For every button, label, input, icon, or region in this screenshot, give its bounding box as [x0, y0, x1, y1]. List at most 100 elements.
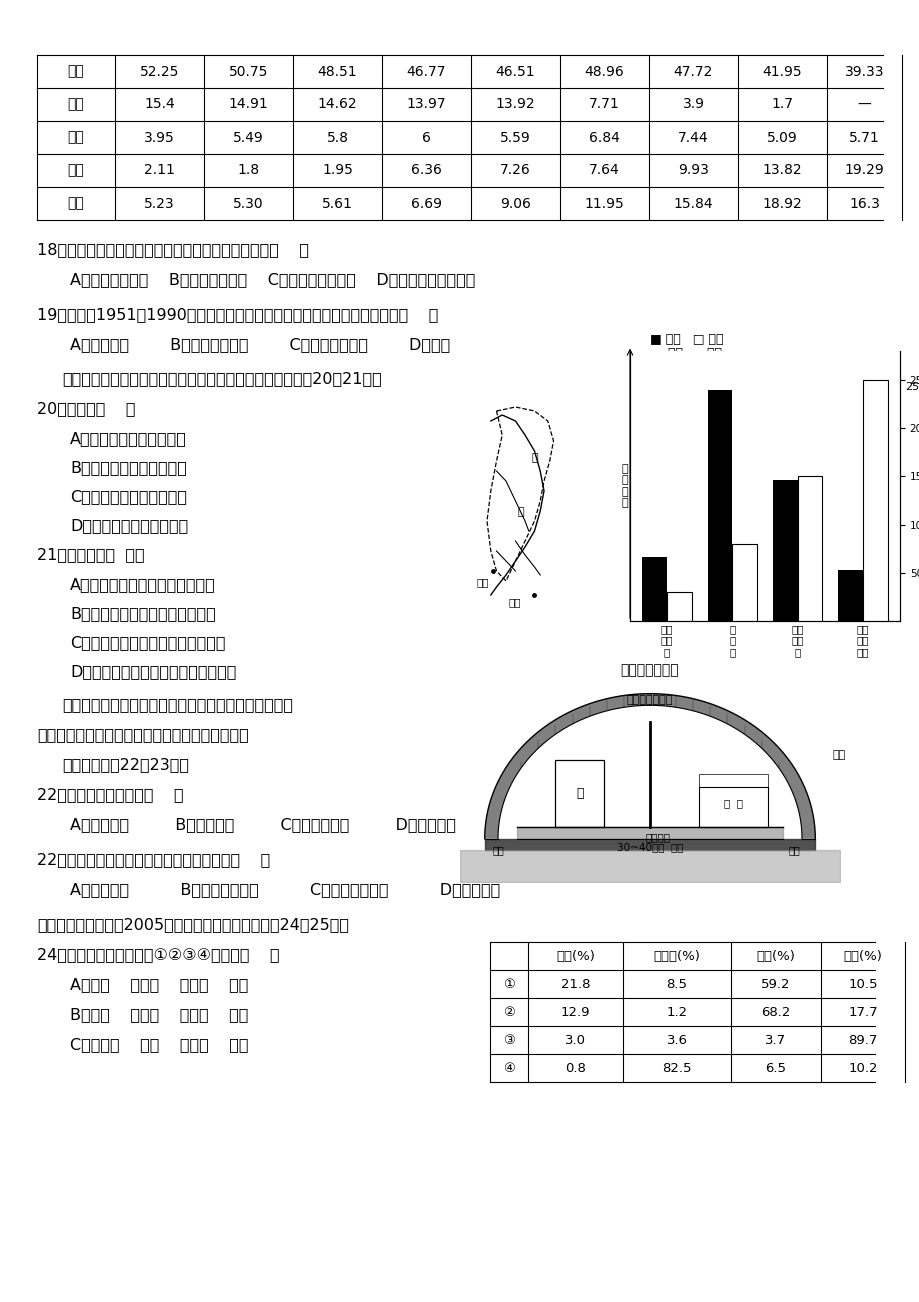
Text: ①: ①: [503, 978, 515, 991]
Text: 6: 6: [422, 130, 430, 145]
Text: 18.92: 18.92: [762, 197, 801, 211]
Bar: [862, 380, 887, 621]
Text: 82.5: 82.5: [662, 1061, 691, 1074]
Text: 13.92: 13.92: [495, 98, 535, 112]
Text: 10.5: 10.5: [847, 978, 877, 991]
Text: 48.96: 48.96: [584, 65, 624, 78]
Text: C．柬埔寨    日本    阿联酋    蒙古: C．柬埔寨 日本 阿联酋 蒙古: [70, 1036, 248, 1052]
Text: D．侵蚀严重促使该区域调整农业结构: D．侵蚀严重促使该区域调整农业结构: [70, 664, 236, 680]
Text: 6.36: 6.36: [411, 164, 441, 177]
Text: 5.59: 5.59: [500, 130, 530, 145]
Text: 5.49: 5.49: [233, 130, 264, 145]
Text: 中国某地居民就地取材，用竹木扎制屋架，茅草覆顶，: 中国某地居民就地取材，用竹木扎制屋架，茅草覆顶，: [62, 697, 292, 712]
Text: 其他(%): 其他(%): [843, 949, 881, 962]
Text: 68.2: 68.2: [761, 1005, 789, 1018]
Text: 6.5: 6.5: [765, 1061, 786, 1074]
Polygon shape: [484, 694, 814, 838]
Text: 46.77: 46.77: [406, 65, 446, 78]
Text: 7.26: 7.26: [500, 164, 530, 177]
Text: —: —: [857, 98, 870, 112]
Text: 22．该传统民居能够反映当地的环境特点是（    ）: 22．该传统民居能够反映当地的环境特点是（ ）: [37, 852, 270, 867]
Text: 5.09: 5.09: [766, 130, 797, 145]
Bar: [797, 477, 822, 621]
Text: ④: ④: [503, 1061, 515, 1074]
Text: 半圆形茅草屋顶: 半圆形茅草屋顶: [626, 695, 673, 706]
Text: 5.23: 5.23: [144, 197, 175, 211]
Text: 门: 门: [575, 788, 583, 801]
Text: 12.9: 12.9: [561, 1005, 590, 1018]
Text: 3.6: 3.6: [665, 1034, 686, 1047]
Text: A．人口密度越高，侵蚀强度越大: A．人口密度越高，侵蚀强度越大: [70, 577, 216, 592]
Text: 7.71: 7.71: [588, 98, 619, 112]
Text: 30~40厘米  中空: 30~40厘米 中空: [616, 842, 683, 852]
Text: C．生态恶化使区内人口大规模外迁: C．生态恶化使区内人口大规模外迁: [70, 635, 225, 650]
Text: 50.75: 50.75: [229, 65, 268, 78]
Text: 8.5: 8.5: [665, 978, 686, 991]
Text: 3.7: 3.7: [765, 1034, 786, 1047]
Text: 11.95: 11.95: [584, 197, 624, 211]
Text: 7.64: 7.64: [588, 164, 619, 177]
Text: 3.95: 3.95: [144, 130, 175, 145]
Text: A．高寒缺氧          B．潮湿、多虫鼠          C．多火山、地震          D．干旱缺水: A．高寒缺氧 B．潮湿、多虫鼠 C．多火山、地震 D．干旱缺水: [70, 881, 500, 897]
Text: 甘薇: 甘薇: [68, 98, 85, 112]
Text: 甘蔗: 甘蔗: [68, 130, 85, 145]
Text: 41.95: 41.95: [762, 65, 801, 78]
Text: 0.8: 0.8: [564, 1061, 585, 1074]
Text: 24．结合所学知识，判定①②③④分别是（    ）: 24．结合所学知识，判定①②③④分别是（ ）: [37, 947, 279, 962]
Text: A．交通条件改善    B．市场需求变化    C．劳动力素质提高    D．农业生产技术进步: A．交通条件改善 B．市场需求变化 C．劳动力素质提高 D．农业生产技术进步: [70, 272, 475, 286]
Bar: [707, 389, 732, 621]
Text: 1.8: 1.8: [237, 164, 259, 177]
Text: 13.97: 13.97: [406, 98, 446, 112]
Text: 3.9: 3.9: [682, 98, 704, 112]
Bar: [732, 544, 756, 621]
Text: 89.7: 89.7: [847, 1034, 877, 1047]
Text: 竹片地板: 竹片地板: [644, 832, 669, 842]
Y-axis label: 侵
蚀
强
度: 侵 蚀 强 度: [620, 464, 627, 508]
Text: 14.91: 14.91: [229, 98, 268, 112]
Text: 21．据图分析（  。）: 21．据图分析（ 。）: [37, 547, 144, 562]
Text: 土壤: 土壤: [492, 845, 504, 855]
Bar: [641, 557, 666, 621]
Text: 10.2: 10.2: [847, 1061, 877, 1074]
Text: 读黄河中游局部地区图及该地区土壤侵蚀研究统计图，完成20～21题。: 读黄河中游局部地区图及该地区土壤侵蚀研究统计图，完成20～21题。: [62, 371, 381, 385]
Bar: [837, 569, 862, 621]
Text: 22．该村落最可能位于（    ）: 22．该村落最可能位于（ ）: [37, 786, 184, 802]
Text: 牧草地(%): 牧草地(%): [652, 949, 699, 962]
Text: 土壤: 土壤: [788, 845, 800, 855]
Text: 19.29: 19.29: [844, 164, 883, 177]
Text: 强度      密度: 强度 密度: [667, 348, 721, 359]
Text: 18．影响表中主要农作物种植面积变化的主要原因是（    ）: 18．影响表中主要农作物种植面积变化的主要原因是（ ）: [37, 242, 309, 256]
Bar: [698, 773, 767, 786]
Text: 20．该区域（    ）: 20．该区域（ ）: [37, 401, 135, 417]
Text: 2.11: 2.11: [144, 164, 175, 177]
Text: 39.33: 39.33: [844, 65, 883, 78]
Text: 耕地(%): 耕地(%): [555, 949, 595, 962]
Text: 5.71: 5.71: [848, 130, 879, 145]
Text: 47.72: 47.72: [673, 65, 712, 78]
Text: 半圆形茅草屋顶: 半圆形茅草屋顶: [620, 663, 678, 677]
Text: 13.82: 13.82: [762, 164, 801, 177]
Text: 河: 河: [517, 506, 524, 517]
Text: 兰州: 兰州: [476, 577, 489, 587]
Text: 1.95: 1.95: [322, 164, 353, 177]
Text: 9.06: 9.06: [500, 197, 530, 211]
Text: A．青藏高原         B．黄海沿岸         C．海南岛山区         D．东北平原: A．青藏高原 B．黄海沿岸 C．海南岛山区 D．东北平原: [70, 816, 456, 832]
Text: A．日本    柬埔寨    阿联酋    蒙古: A．日本 柬埔寨 阿联酋 蒙古: [70, 976, 248, 992]
Text: 5.30: 5.30: [233, 197, 264, 211]
Text: A．数字地球        B．地理信息系统        C．全球定位系统        D．遥感: A．数字地球 B．地理信息系统 C．全球定位系统 D．遥感: [70, 337, 449, 352]
Bar: [772, 479, 797, 621]
Text: 46.51: 46.51: [495, 65, 535, 78]
Bar: [666, 592, 691, 621]
Text: C．农业生产以畜牧业为主: C．农业生产以畜牧业为主: [70, 490, 187, 504]
Text: 7.44: 7.44: [677, 130, 708, 145]
Text: 5.61: 5.61: [322, 197, 353, 211]
Text: 6.84: 6.84: [588, 130, 619, 145]
Text: 竹条: 竹条: [832, 750, 845, 760]
Text: 15.84: 15.84: [673, 197, 712, 211]
Bar: [698, 786, 767, 827]
Text: ③: ③: [503, 1034, 515, 1047]
Text: ②: ②: [503, 1005, 515, 1018]
Text: 灶  台: 灶 台: [723, 798, 743, 809]
Text: 19．对台湾1951～1990年主要农作物种植面积数据变化的分析，可借助于（    ）: 19．对台湾1951～1990年主要农作物种植面积数据变化的分析，可借助于（ ）: [37, 307, 437, 322]
Text: 15.4: 15.4: [144, 98, 175, 112]
